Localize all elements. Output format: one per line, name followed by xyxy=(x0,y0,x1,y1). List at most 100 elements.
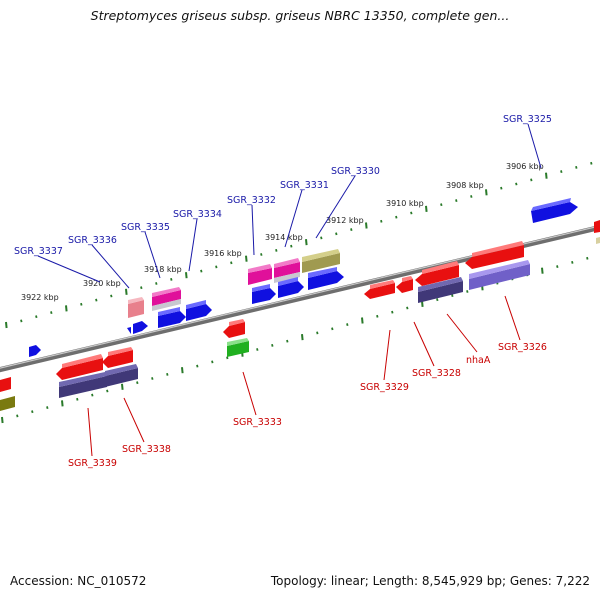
upper-ruler-tick xyxy=(530,178,533,182)
leader-sgr-3329 xyxy=(383,329,391,381)
upper-ruler-tick xyxy=(110,294,113,298)
label-sgr-3336[interactable]: SGR_3336 xyxy=(68,235,117,246)
lower-ruler-tick xyxy=(271,343,274,347)
label-sgr-3326[interactable]: SGR_3326 xyxy=(498,342,547,353)
gene-sgr-3330-olive[interactable] xyxy=(302,249,340,273)
genome-summary-text: Topology: linear; Length: 8,545,929 bp; … xyxy=(270,574,590,588)
gene-sgr-3333[interactable] xyxy=(223,319,249,357)
upper-ruler-tick xyxy=(230,261,233,265)
upper-ruler-tick xyxy=(260,253,263,256)
leader-nhaa xyxy=(446,313,478,353)
accession-text: Accession: NC_010572 xyxy=(10,574,147,588)
gene-sgr-3330[interactable] xyxy=(308,267,344,290)
upper-ruler-tick xyxy=(125,288,128,295)
lower-ruler-tick xyxy=(376,314,379,318)
upper-ruler-tick xyxy=(410,211,413,215)
reverse-genes xyxy=(0,241,530,411)
gene-sgr-3332[interactable] xyxy=(252,284,276,304)
kbp-label-3908: 3908 kbp xyxy=(446,181,484,190)
upper-ruler-tick xyxy=(425,205,428,212)
upper-ruler-tick xyxy=(185,272,188,279)
top-leader-lines xyxy=(37,123,542,289)
leader-sgr-3333 xyxy=(242,371,257,416)
gene-sgr-3335-magenta[interactable] xyxy=(152,287,181,311)
gene-sgr-3329[interactable] xyxy=(364,280,395,299)
lower-ruler-tick xyxy=(331,327,334,331)
label-sgr-3338[interactable]: SGR_3338 xyxy=(122,444,171,455)
upper-ruler-tick xyxy=(545,172,548,179)
gene-sgr-3334[interactable] xyxy=(158,300,212,328)
label-sgr-3339[interactable]: SGR_3339 xyxy=(68,458,117,469)
upper-ruler-tick xyxy=(470,195,473,198)
upper-ruler-tick xyxy=(455,199,458,203)
gene-right-edge[interactable] xyxy=(594,220,600,244)
lower-ruler-tick xyxy=(106,389,109,393)
lower-ruler-tick xyxy=(391,310,394,314)
label-sgr-3331[interactable]: SGR_3331 xyxy=(280,180,329,191)
label-sgr-3337[interactable]: SGR_3337 xyxy=(14,246,63,257)
gene-sgr-3337[interactable] xyxy=(29,345,41,357)
leader-sgr-3331 xyxy=(284,189,303,248)
gene-sgr-3336[interactable] xyxy=(127,297,148,334)
leader-sgr-3335 xyxy=(144,231,161,279)
upper-ruler-tick xyxy=(95,298,98,302)
gene-sgr-3332-magenta[interactable] xyxy=(248,264,272,285)
upper-ruler-tick xyxy=(365,222,368,229)
gene-sgr-3328[interactable] xyxy=(396,276,413,293)
leader-sgr-3328 xyxy=(413,321,435,367)
lower-ruler-tick xyxy=(346,323,349,327)
kbp-label-3906: 3906 kbp xyxy=(506,162,544,171)
upper-ruler-tick xyxy=(140,286,143,290)
label-sgr-3333[interactable]: SGR_3333 xyxy=(233,417,282,428)
gene-sgr-3338[interactable] xyxy=(102,347,138,387)
upper-ruler-tick xyxy=(485,189,488,196)
lower-ruler xyxy=(1,256,589,424)
upper-ruler-tick xyxy=(215,265,218,269)
label-sgr-3332[interactable]: SGR_3332 xyxy=(227,195,276,206)
label-sgr-3329[interactable]: SGR_3329 xyxy=(360,382,409,393)
lower-ruler-tick xyxy=(451,294,454,298)
leader-sgr-3334 xyxy=(188,218,198,272)
upper-ruler-tick xyxy=(320,236,323,240)
upper-ruler-tick xyxy=(305,239,308,246)
gene-sgr-3331-magenta[interactable] xyxy=(274,258,300,283)
lower-ruler-tick xyxy=(46,406,49,410)
label-sgr-3334[interactable]: SGR_3334 xyxy=(173,209,222,220)
gene-left-edge[interactable] xyxy=(0,377,15,411)
leader-sgr-3330 xyxy=(315,175,356,239)
lower-ruler-tick xyxy=(406,306,409,310)
lower-ruler-tick xyxy=(361,317,364,324)
lower-ruler-tick xyxy=(466,290,469,293)
upper-ruler-tick xyxy=(500,186,503,190)
upper-ruler xyxy=(5,161,593,329)
kbp-label-3914: 3914 kbp xyxy=(265,233,303,242)
gene-sgr-3339[interactable] xyxy=(56,354,107,398)
gene-sgr-3325[interactable] xyxy=(531,198,578,223)
lower-ruler-tick xyxy=(211,360,214,364)
label-sgr-3330[interactable]: SGR_3330 xyxy=(331,166,380,177)
upper-ruler-tick xyxy=(50,311,53,315)
leader-sgr-3332 xyxy=(251,204,255,256)
label-sgr-3328[interactable]: SGR_3328 xyxy=(412,368,461,379)
lower-ruler-tick xyxy=(136,381,139,385)
leader-sgr-3338 xyxy=(123,397,145,443)
upper-ruler-tick xyxy=(290,244,293,248)
lower-ruler-tick xyxy=(256,348,259,351)
lower-ruler-tick xyxy=(286,339,289,343)
lower-ruler-tick xyxy=(76,397,79,401)
lower-ruler-tick xyxy=(91,393,94,397)
lower-ruler-tick xyxy=(436,298,439,302)
upper-ruler-tick xyxy=(80,302,83,306)
lower-ruler-tick xyxy=(556,265,559,269)
label-sgr-3325[interactable]: SGR_3325 xyxy=(503,114,552,125)
gene-sgr-3331[interactable] xyxy=(278,277,304,298)
lower-ruler-tick xyxy=(151,377,154,380)
upper-ruler-tick xyxy=(395,215,398,219)
gene-sgr-3326[interactable] xyxy=(465,241,530,290)
label-sgr-3335[interactable]: SGR_3335 xyxy=(121,222,170,233)
label-nhaa[interactable]: nhaA xyxy=(466,355,491,366)
gene-nhaa[interactable] xyxy=(415,261,463,303)
leader-sgr-3336 xyxy=(91,244,130,289)
lower-ruler-tick xyxy=(1,416,4,424)
